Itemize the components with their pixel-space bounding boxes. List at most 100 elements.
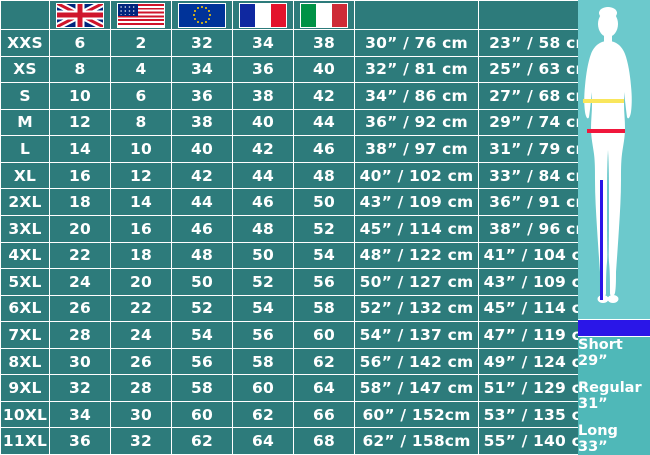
header-cell-us <box>111 1 171 29</box>
size-value-cell-it: 56 <box>294 269 354 295</box>
size-value-cell-it: 52 <box>294 215 354 242</box>
size-value-cell-us: 12 <box>111 162 171 189</box>
size-value-cell-uk: 14 <box>50 136 110 162</box>
size-value-cell-eu: 48 <box>172 242 232 269</box>
female-body-silhouette-icon <box>583 7 632 303</box>
size-value-cell-eu: 42 <box>172 162 232 189</box>
size-value-cell-uk: 10 <box>50 83 110 109</box>
size-value-cell-fr: 58 <box>233 348 293 375</box>
size-value-cell-eu: 34 <box>172 56 232 83</box>
size-value-cell-us: 10 <box>111 136 171 162</box>
table-row: XXS 6 2 32 34 38 30” / 76 cm 23” / 58 cm <box>1 30 602 56</box>
size-value-cell-eu: 36 <box>172 83 232 109</box>
measurement-cell-bust: 62” / 158cm <box>355 428 478 454</box>
size-value-cell-uk: 22 <box>50 242 110 269</box>
table-row: XL 16 12 42 44 48 40” / 102 cm 33” / 84 cm <box>1 162 602 189</box>
size-value-cell-eu: 54 <box>172 322 232 348</box>
table-row: 3XL 20 16 46 48 52 45” / 114 cm 38” / 96 cm <box>1 215 602 242</box>
measurement-cell-bust: 30” / 76 cm <box>355 30 478 56</box>
measurement-cell-bust: 32” / 81 cm <box>355 56 478 83</box>
size-value-cell-fr: 40 <box>233 109 293 136</box>
it-flag-icon <box>300 2 348 28</box>
size-value-cell-uk: 16 <box>50 162 110 189</box>
size-value-cell-uk: 18 <box>50 189 110 215</box>
size-value-cell-it: 48 <box>294 162 354 189</box>
size-value-cell-fr: 54 <box>233 295 293 322</box>
length-option-long: Long 33” <box>578 423 618 455</box>
size-value-cell-uk: 32 <box>50 375 110 401</box>
size-label-cell: 11XL <box>1 428 49 454</box>
length-legend: Short 29” Regular 31” Long 33” <box>578 337 650 455</box>
measurement-cell-bust: 54” / 137 cm <box>355 322 478 348</box>
size-label-cell: 4XL <box>1 242 49 269</box>
size-value-cell-us: 30 <box>111 401 171 428</box>
measurement-cell-bust: 52” / 132 cm <box>355 295 478 322</box>
table-row: 11XL 36 32 62 64 68 62” / 158cm 55” / 140 cm <box>1 428 602 454</box>
size-value-cell-it: 68 <box>294 428 354 454</box>
size-value-cell-us: 20 <box>111 269 171 295</box>
size-conversion-table: XXS 6 2 32 34 38 30” / 76 cm 23” / 58 cm XS 8 4 34 3… <box>1 1 602 454</box>
size-value-cell-it: 62 <box>294 348 354 375</box>
size-label-cell: XXS <box>1 30 49 56</box>
measurement-cell-bust: 50” / 127 cm <box>355 269 478 295</box>
table-row: 6XL 26 22 52 54 58 52” / 132 cm 45” / 114 cm <box>1 295 602 322</box>
size-value-cell-it: 46 <box>294 136 354 162</box>
size-value-cell-us: 2 <box>111 30 171 56</box>
size-value-cell-us: 6 <box>111 83 171 109</box>
size-label-cell: 8XL <box>1 348 49 375</box>
size-value-cell-us: 32 <box>111 428 171 454</box>
size-value-cell-it: 50 <box>294 189 354 215</box>
measurement-cell-bust: 56” / 142 cm <box>355 348 478 375</box>
size-value-cell-eu: 38 <box>172 109 232 136</box>
size-value-cell-us: 22 <box>111 295 171 322</box>
inseam-color-key-bar <box>578 319 650 337</box>
measurement-cell-bust: 40” / 102 cm <box>355 162 478 189</box>
measurement-cell-bust: 60” / 152cm <box>355 401 478 428</box>
size-label-cell: 7XL <box>1 322 49 348</box>
size-value-cell-uk: 12 <box>50 109 110 136</box>
size-value-cell-us: 24 <box>111 322 171 348</box>
measurement-cell-bust: 38” / 97 cm <box>355 136 478 162</box>
size-value-cell-fr: 56 <box>233 322 293 348</box>
size-value-cell-uk: 30 <box>50 348 110 375</box>
size-value-cell-fr: 44 <box>233 162 293 189</box>
table-row: M 12 8 38 40 44 36” / 92 cm 29” / 74 cm <box>1 109 602 136</box>
table-row: 10XL 34 30 60 62 66 60” / 152cm 53” / 135 cm <box>1 401 602 428</box>
bust-measure-line <box>583 99 624 103</box>
table-row: XS 8 4 34 36 40 32” / 81 cm 25” / 63 cm <box>1 56 602 83</box>
size-value-cell-fr: 64 <box>233 428 293 454</box>
size-value-cell-fr: 42 <box>233 136 293 162</box>
size-label-cell: 6XL <box>1 295 49 322</box>
measurement-cell-bust: 58” / 147 cm <box>355 375 478 401</box>
size-value-cell-fr: 34 <box>233 30 293 56</box>
size-value-cell-eu: 56 <box>172 348 232 375</box>
table-row: S 10 6 36 38 42 34” / 86 cm 27” / 68 cm <box>1 83 602 109</box>
table-row: 7XL 28 24 54 56 60 54” / 137 cm 47” / 119 cm <box>1 322 602 348</box>
header-cell-bust <box>355 1 478 29</box>
table-header-row <box>1 1 602 29</box>
size-label-cell: 2XL <box>1 189 49 215</box>
header-cell-uk <box>50 1 110 29</box>
size-value-cell-fr: 36 <box>233 56 293 83</box>
size-value-cell-it: 60 <box>294 322 354 348</box>
size-value-cell-eu: 62 <box>172 428 232 454</box>
size-value-cell-uk: 36 <box>50 428 110 454</box>
table-row: L 14 10 40 42 46 38” / 97 cm 31” / 79 cm <box>1 136 602 162</box>
size-value-cell-fr: 52 <box>233 269 293 295</box>
table-row: 4XL 22 18 48 50 54 48” / 122 cm 41” / 104 cm <box>1 242 602 269</box>
table-row: 2XL 18 14 44 46 50 43” / 109 cm 36” / 91 cm <box>1 189 602 215</box>
size-value-cell-uk: 6 <box>50 30 110 56</box>
size-value-cell-it: 38 <box>294 30 354 56</box>
measurement-cell-bust: 43” / 109 cm <box>355 189 478 215</box>
size-value-cell-it: 58 <box>294 295 354 322</box>
waist-measure-line <box>587 129 625 133</box>
length-option-short: Short 29” <box>578 337 623 369</box>
size-value-cell-us: 4 <box>111 56 171 83</box>
size-value-cell-us: 8 <box>111 109 171 136</box>
table-row: 8XL 30 26 56 58 62 56” / 142 cm 49” / 124 cm <box>1 348 602 375</box>
size-value-cell-uk: 34 <box>50 401 110 428</box>
size-label-cell: 10XL <box>1 401 49 428</box>
size-value-cell-fr: 60 <box>233 375 293 401</box>
size-table-container: XXS 6 2 32 34 38 30” / 76 cm 23” / 58 cm XS 8 4 34 3… <box>0 0 602 455</box>
size-value-cell-us: 18 <box>111 242 171 269</box>
